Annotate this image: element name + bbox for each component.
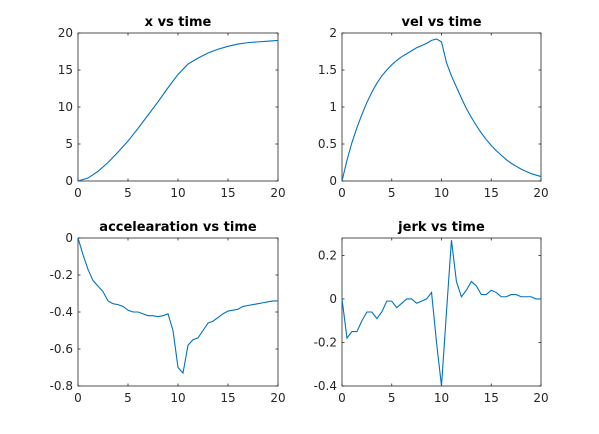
x-tick-label: 15 bbox=[220, 186, 235, 200]
series-line bbox=[77, 39, 279, 182]
x-tick-label: 0 bbox=[74, 186, 82, 200]
x-tick-label: 15 bbox=[484, 391, 499, 405]
x-tick-label: 5 bbox=[388, 186, 396, 200]
y-tick-label: 0 bbox=[329, 174, 337, 188]
y-tick-label: 2 bbox=[329, 26, 337, 40]
y-tick-label: 1.5 bbox=[318, 63, 337, 77]
x-tick-label: 10 bbox=[170, 186, 185, 200]
plot-area bbox=[341, 32, 542, 182]
x-tick-label: 5 bbox=[124, 186, 132, 200]
y-tick-label: 0 bbox=[65, 174, 73, 188]
x-tick-label: 10 bbox=[434, 391, 449, 405]
plot-area bbox=[77, 32, 279, 182]
chart-title: jerk vs time bbox=[397, 220, 485, 235]
chart-title: x vs time bbox=[145, 15, 212, 30]
x-tick-label: 20 bbox=[270, 391, 285, 405]
plot-area bbox=[341, 237, 542, 387]
y-tick-label: 0.2 bbox=[318, 248, 337, 262]
x-tick-label: 20 bbox=[270, 186, 285, 200]
series-line bbox=[77, 237, 278, 375]
y-tick-label: -0.2 bbox=[50, 268, 73, 282]
y-tick-label: -0.6 bbox=[50, 342, 73, 356]
x-tick-label: 5 bbox=[124, 391, 132, 405]
plot-area bbox=[77, 237, 279, 387]
x-tick-label: 0 bbox=[74, 391, 82, 405]
subplot-2: vel vs time 0 5 10 15 20 0 0.5 1 1.5 2 bbox=[318, 15, 549, 200]
y-tick-label: 1 bbox=[329, 100, 337, 114]
y-tick-label: 10 bbox=[58, 100, 73, 114]
y-tick-label: 15 bbox=[58, 63, 73, 77]
x-tick-label: 20 bbox=[533, 186, 548, 200]
subplot-3: accelearation vs time 0 5 10 15 20 -0.8 -0.6 -0.… bbox=[50, 220, 286, 405]
x-tick-label: 20 bbox=[533, 391, 548, 405]
x-tick-label: 0 bbox=[338, 391, 346, 405]
x-tick-label: 10 bbox=[434, 186, 449, 200]
y-tick-label: -0.8 bbox=[50, 379, 73, 393]
y-tick-label: 5 bbox=[65, 137, 73, 151]
subplot-1: x vs time 0 5 10 15 20 0 5 10 15 20 bbox=[58, 15, 286, 200]
series-line bbox=[341, 240, 541, 387]
y-tick-label: -0.4 bbox=[50, 305, 73, 319]
x-tick-label: 0 bbox=[338, 186, 346, 200]
chart-title: vel vs time bbox=[401, 15, 481, 30]
subplot-4: jerk vs time 0 5 10 15 20 -0.4 -0.2 0 0.2 bbox=[314, 220, 549, 405]
x-tick-label: 15 bbox=[484, 186, 499, 200]
series-line bbox=[341, 38, 542, 182]
x-tick-label: 5 bbox=[388, 391, 396, 405]
chart-title: accelearation vs time bbox=[99, 220, 257, 235]
x-tick-label: 10 bbox=[170, 391, 185, 405]
x-tick-label: 15 bbox=[220, 391, 235, 405]
y-tick-label: 0 bbox=[65, 231, 73, 245]
y-tick-label: -0.4 bbox=[314, 379, 337, 393]
y-tick-label: 20 bbox=[58, 26, 73, 40]
y-tick-label: -0.2 bbox=[314, 335, 337, 349]
y-tick-label: 0 bbox=[329, 292, 337, 306]
y-tick-label: 0.5 bbox=[318, 137, 337, 151]
